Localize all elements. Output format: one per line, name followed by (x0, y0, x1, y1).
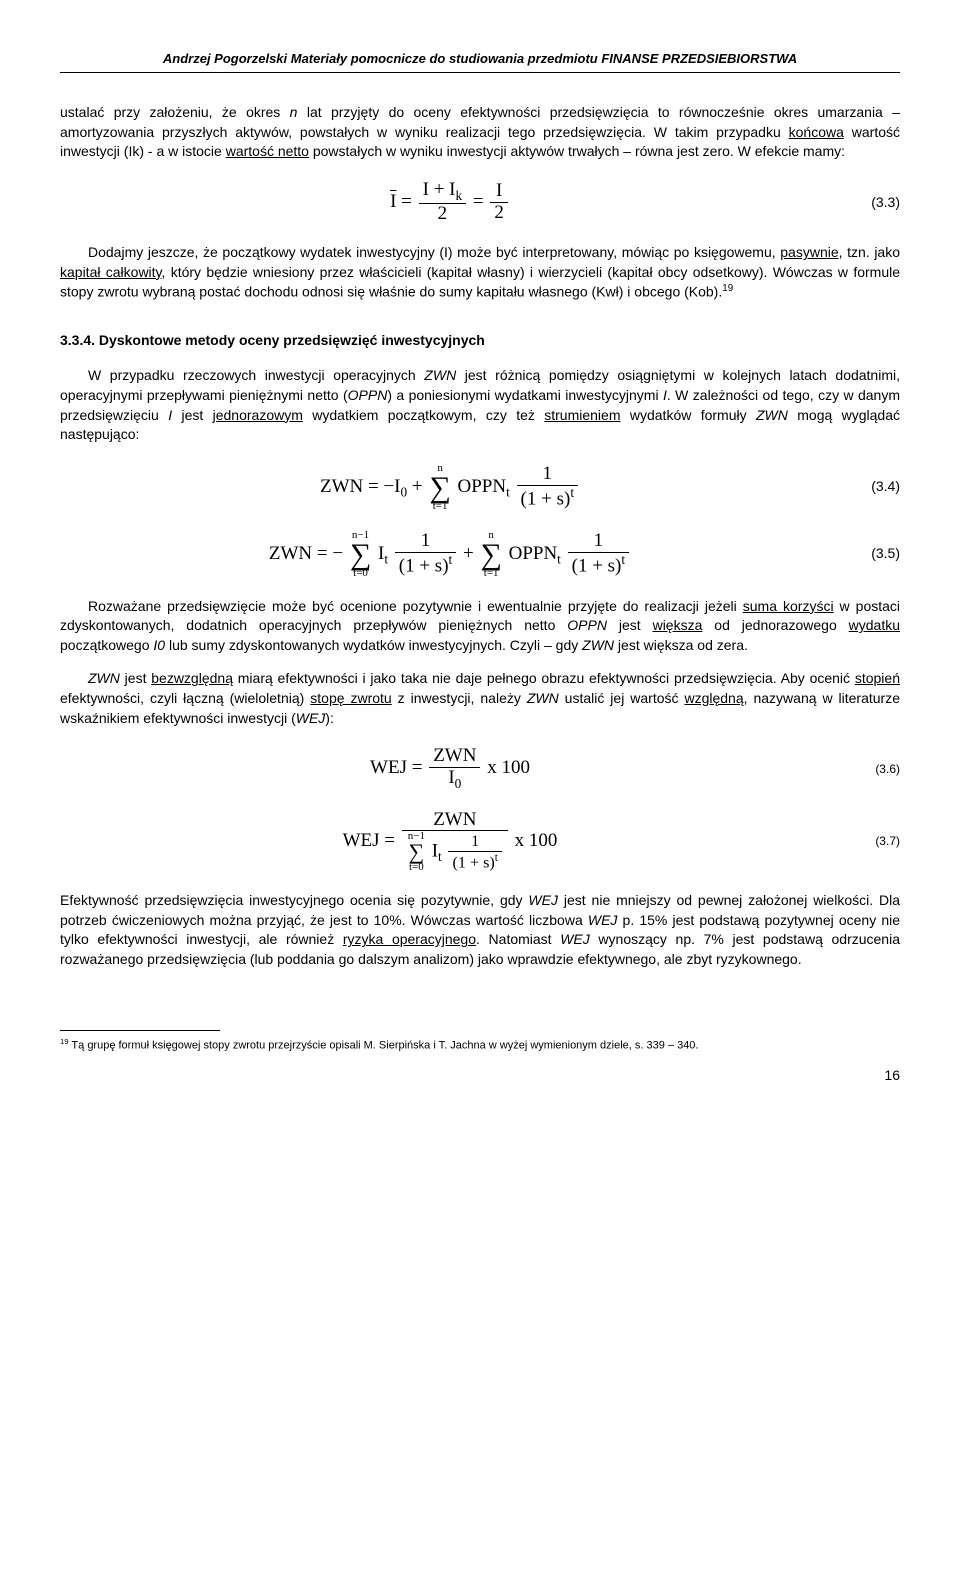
p1-under-c: końcowa (789, 124, 844, 140)
p5-text-n: ): (325, 710, 334, 726)
p4-i-d: OPPN (567, 617, 607, 633)
p4-text-k: lub sumy zdyskontowanych wydatków inwest… (165, 637, 582, 653)
p3-under-j: jednorazowym (213, 407, 303, 423)
p5-under-c: bezwzględną (151, 670, 233, 686)
p5-under-k: względną (684, 690, 743, 706)
p4-under-b: suma korzyści (743, 598, 834, 614)
p6-i-h: WEJ (560, 931, 590, 947)
p5-text-b: jest (120, 670, 151, 686)
p4-text-a: Rozważane przedsięwzięcie może być oceni… (88, 598, 743, 614)
p4-text-g: od jednorazowego (702, 617, 848, 633)
footnote-text: Tą grupę formuł księgowej stopy zwrotu p… (69, 1039, 699, 1051)
equation-3-5-row: ZWN = − n−1∑t=0 It 1(1 + s)t + n∑t=1 OPP… (60, 530, 900, 579)
paragraph-1: ustalać przy założeniu, że okres n lat p… (60, 103, 900, 162)
equation-3-6-number: (3.6) (840, 761, 900, 778)
equation-3-4: ZWN = −I0 + n∑t=1 OPPNt 1(1 + s)t (60, 463, 840, 512)
equation-3-4-row: ZWN = −I0 + n∑t=1 OPPNt 1(1 + s)t (3.4) (60, 463, 900, 512)
p2-under-b: pasywnie (780, 244, 838, 260)
p6-i-d: WEJ (588, 912, 618, 928)
footnote-separator (60, 1030, 220, 1031)
p5-text-h: z inwestycji, należy (392, 690, 527, 706)
p4-under-h: wydatku (849, 617, 900, 633)
equation-3-7: WEJ = ZWN n−1∑t=0 It 1(1 + s)t x 100 (60, 810, 840, 874)
p2-text-a: Dodajmy jeszcze, że początkowy wydatek i… (88, 244, 780, 260)
p5-i-a: ZWN (88, 670, 120, 686)
p6-i-b: WEJ (528, 892, 558, 908)
p3-text-m: wydatków formuły (621, 407, 756, 423)
equation-3-5: ZWN = − n−1∑t=0 It 1(1 + s)t + n∑t=1 OPP… (60, 530, 840, 579)
footnote-ref-19: 19 (722, 283, 733, 294)
paragraph-4: Rozważane przedsięwzięcie może być oceni… (60, 597, 900, 656)
paragraph-2: Dodajmy jeszcze, że początkowy wydatek i… (60, 243, 900, 302)
p4-under-f: większa (653, 617, 703, 633)
p4-text-e: jest (607, 617, 653, 633)
p3-text-k: wydatkiem początkowym, czy też (303, 407, 544, 423)
paragraph-3: W przypadku rzeczowych inwestycji operac… (60, 366, 900, 444)
p5-text-f: efektywności, czyli łączną (wieloletnią) (60, 690, 310, 706)
p2-text-c: , tzn. jako (839, 244, 900, 260)
p4-text-m: jest większa od zera. (614, 637, 748, 653)
p2-text-e: , który będzie wniesiony przez właścicie… (60, 264, 900, 300)
page-header: Andrzej Pogorzelski Materiały pomocnicze… (60, 50, 900, 73)
p5-text-d: miarą efektywności i jako taka nie daje … (233, 670, 855, 686)
paragraph-5: ZWN jest bezwzględną miarą efektywności … (60, 669, 900, 728)
p1-text-a: ustalać przy założeniu, że okres (60, 104, 290, 120)
equation-3-3-number: (3.3) (840, 193, 900, 213)
equation-3-7-number: (3.7) (840, 833, 900, 850)
p6-text-g: . Natomiast (476, 931, 560, 947)
p2-under-d: kapitał całkowity (60, 264, 162, 280)
p5-i-m: WEJ (296, 710, 326, 726)
p3-under-l: strumieniem (544, 407, 620, 423)
p4-i-j: I0 (153, 637, 165, 653)
equation-3-6: WEJ = ZWNI0 x 100 (60, 746, 840, 791)
p4-text-i: początkowego (60, 637, 153, 653)
equation-3-6-row: WEJ = ZWNI0 x 100 (3.6) (60, 746, 900, 791)
section-heading-334: 3.3.4. Dyskontowe metody oceny przedsięw… (60, 331, 900, 351)
p4-i-l: ZWN (582, 637, 614, 653)
paragraph-6: Efektywność przedsięwzięcia inwestycyjne… (60, 891, 900, 969)
p5-under-e: stopień (855, 670, 900, 686)
p3-text-i: jest (172, 407, 213, 423)
equation-3-3: I = I + Ik2 = I2 (60, 180, 840, 225)
p3-i-n: ZWN (756, 407, 788, 423)
p6-text-a: Efektywność przedsięwzięcia inwestycyjne… (60, 892, 528, 908)
equation-3-4-number: (3.4) (840, 477, 900, 497)
page-number: 16 (60, 1066, 900, 1086)
footnote-19: 19 Tą grupę formuł księgowej stopy zwrot… (60, 1037, 900, 1054)
equation-3-5-number: (3.5) (840, 544, 900, 564)
footnote-number: 19 (60, 1037, 69, 1046)
p5-i-i: ZWN (527, 690, 559, 706)
p1-text-f: powstałych w wyniku inwestycji aktywów t… (309, 143, 845, 159)
p5-under-g: stopę zwrotu (310, 690, 391, 706)
p6-under-f: ryzyka operacyjnego (343, 931, 476, 947)
equation-3-7-row: WEJ = ZWN n−1∑t=0 It 1(1 + s)t x 100 (3.… (60, 810, 900, 874)
p1-under-e: wartość netto (226, 143, 309, 159)
equation-3-3-row: I = I + Ik2 = I2 (3.3) (60, 180, 900, 225)
p3-text-a: W przypadku rzeczowych inwestycji operac… (88, 367, 424, 383)
p5-text-j: ustalić jej wartość (559, 690, 685, 706)
p3-text-e: ) a poniesionymi wydatkami inwestycyjnym… (387, 387, 663, 403)
p3-i-d: OPPN (348, 387, 388, 403)
p3-i-b: ZWN (424, 367, 456, 383)
